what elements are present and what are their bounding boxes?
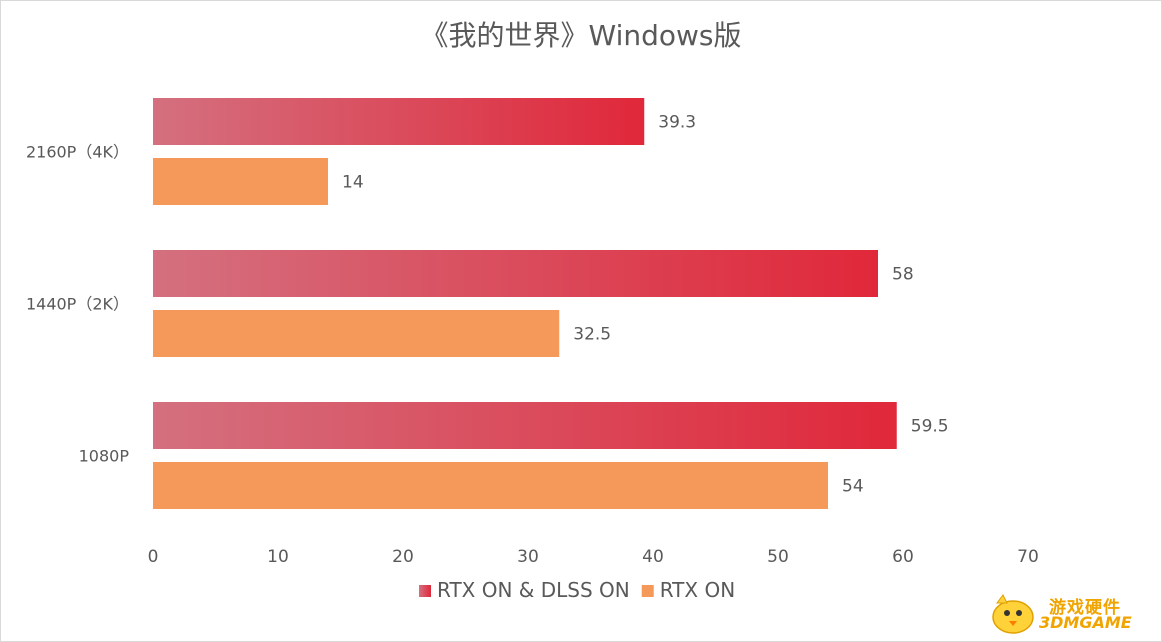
bar-rtx-dlss-1 <box>153 250 878 297</box>
legend-swatch <box>419 585 431 597</box>
x-tick-label: 50 <box>767 547 789 567</box>
legend-swatch <box>641 585 654 597</box>
watermark-brand: 3DMGAME <box>1039 613 1132 632</box>
category-axis: 2160P（4K） 1440P（2K） 1080P <box>26 143 129 466</box>
data-label: 54 <box>842 477 864 497</box>
x-tick-label: 20 <box>392 547 414 567</box>
bars-layer <box>153 98 897 509</box>
legend-label: RTX ON & DLSS ON <box>437 578 630 602</box>
data-label: 58 <box>892 265 914 285</box>
x-tick-label: 30 <box>517 547 539 567</box>
x-tick-label: 0 <box>148 547 159 567</box>
legend: RTX ON & DLSS ON RTX ON <box>419 578 735 602</box>
bar-rtx-0 <box>153 158 328 205</box>
bar-rtx-2 <box>153 462 828 509</box>
category-label: 1080P <box>79 447 130 466</box>
bar-rtx-1 <box>153 310 560 357</box>
data-label: 32.5 <box>573 325 611 345</box>
category-label: 2160P（4K） <box>26 143 129 162</box>
bar-rtx-dlss-0 <box>153 98 645 145</box>
value-axis: 0 10 20 30 40 50 60 70 <box>148 547 1039 567</box>
data-labels-layer: 39.3 14 58 32.5 59.5 54 <box>342 113 949 497</box>
chart-title: 《我的世界》Windows版 <box>421 19 742 52</box>
watermark: 游戏硬件 3DMGAME <box>987 591 1147 635</box>
x-tick-label: 60 <box>892 547 914 567</box>
category-label: 1440P（2K） <box>26 295 129 314</box>
watermark-text: 游戏硬件 <box>1049 598 1121 618</box>
chick-mascot-icon <box>992 594 1034 634</box>
x-tick-label: 10 <box>267 547 289 567</box>
x-tick-label: 40 <box>642 547 664 567</box>
data-label: 39.3 <box>658 113 696 133</box>
data-label: 59.5 <box>911 417 949 437</box>
x-tick-label: 70 <box>1017 547 1039 567</box>
legend-label: RTX ON <box>660 578 735 602</box>
data-label: 14 <box>342 173 364 193</box>
bar-rtx-dlss-2 <box>153 402 897 449</box>
